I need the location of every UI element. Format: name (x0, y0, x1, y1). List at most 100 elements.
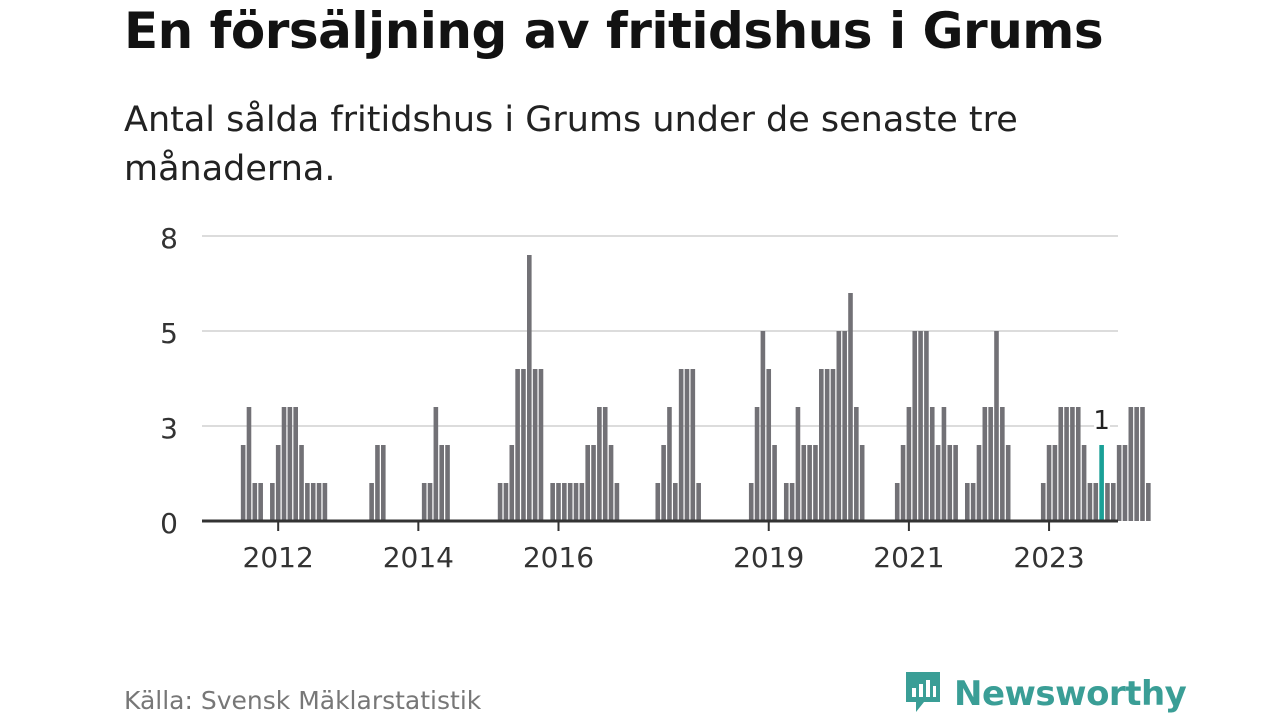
bar (766, 369, 772, 521)
bar (924, 331, 929, 521)
bar (1040, 483, 1046, 521)
bar (287, 407, 293, 521)
bar (690, 369, 696, 521)
bar (527, 255, 532, 521)
bar (421, 483, 427, 521)
bar (591, 445, 596, 521)
bar (293, 407, 298, 521)
bar (538, 369, 544, 521)
bar (965, 483, 970, 521)
newsworthy-logo-icon (902, 668, 944, 720)
bar (661, 445, 666, 521)
bar (1122, 445, 1128, 521)
source-note: Källa: Svensk Mäklarstatistik (124, 686, 482, 715)
bar (375, 445, 380, 521)
bar (258, 483, 263, 521)
bar (275, 445, 281, 521)
bar (760, 331, 766, 521)
bar (521, 369, 526, 521)
x-tick-label: 2021 (873, 541, 944, 574)
x-tick-label: 2012 (243, 541, 314, 574)
bar (532, 369, 538, 521)
bar (900, 445, 906, 521)
bar (982, 407, 988, 521)
bar (281, 407, 287, 521)
bar (1093, 483, 1099, 521)
bar (859, 445, 865, 521)
bar (918, 331, 923, 521)
bar (369, 483, 374, 521)
bar (783, 483, 789, 521)
y-tick-label: 0 (160, 507, 178, 540)
axes: 0 3 5 8 2012 2014 2016 2019 2021 2023 (160, 222, 1118, 574)
bar (906, 407, 912, 521)
bars: 1 (240, 255, 1151, 521)
bar (1075, 407, 1081, 521)
bar (579, 483, 585, 521)
bar (550, 483, 555, 521)
brand-logo[interactable]: Newsworthy (902, 668, 1187, 720)
bar (772, 445, 777, 521)
bar (976, 445, 982, 521)
highlight-value-label: 1 (1093, 406, 1110, 436)
bar (748, 483, 754, 521)
bar (322, 483, 328, 521)
bar-highlight (1099, 445, 1104, 521)
bar (970, 483, 976, 521)
bar (807, 445, 812, 521)
bar (842, 331, 847, 521)
bar (673, 483, 678, 521)
bar (795, 407, 801, 521)
x-tick-label: 2019 (733, 541, 804, 574)
bar (830, 369, 836, 521)
bar (299, 445, 304, 521)
bar (602, 407, 608, 521)
bar (445, 445, 450, 521)
bar (696, 483, 701, 521)
bar (556, 483, 561, 521)
bar (503, 483, 509, 521)
bar (754, 407, 760, 521)
bar (947, 445, 953, 521)
bar (509, 445, 515, 521)
bar (1140, 407, 1145, 521)
bar (684, 369, 690, 521)
gridlines (202, 235, 1118, 427)
bar (935, 445, 941, 521)
bar (953, 445, 958, 521)
bar (439, 445, 444, 521)
bar (929, 407, 935, 521)
bar (270, 483, 275, 521)
bar (305, 483, 310, 521)
bar (1058, 407, 1064, 521)
bar (912, 331, 918, 521)
bar (854, 407, 859, 521)
bar (310, 483, 316, 521)
bar (1081, 445, 1087, 521)
bar (1134, 407, 1139, 521)
bar (427, 483, 433, 521)
bar (597, 407, 602, 521)
bar (894, 483, 900, 521)
bar (614, 483, 620, 521)
brand-name: Newsworthy (954, 674, 1187, 714)
bar (1052, 445, 1058, 521)
bar (1070, 407, 1075, 521)
bar (497, 483, 503, 521)
bar (1111, 483, 1116, 521)
bar (246, 407, 252, 521)
bar (848, 293, 853, 521)
x-tick-label: 2023 (1013, 541, 1084, 574)
bar (1105, 483, 1110, 521)
bar (1005, 445, 1011, 521)
bar (1046, 445, 1052, 521)
bar (240, 445, 246, 521)
bar (252, 483, 258, 521)
bar (819, 369, 824, 521)
bar (573, 483, 579, 521)
bar (567, 483, 573, 521)
y-tick-label: 8 (160, 222, 178, 255)
bar (994, 331, 999, 521)
chart-title: En försäljning av fritidshus i Grums (124, 2, 1104, 60)
bar-chart: 1 0 3 5 8 2012 2014 2016 2019 2021 2023 (160, 222, 1151, 574)
